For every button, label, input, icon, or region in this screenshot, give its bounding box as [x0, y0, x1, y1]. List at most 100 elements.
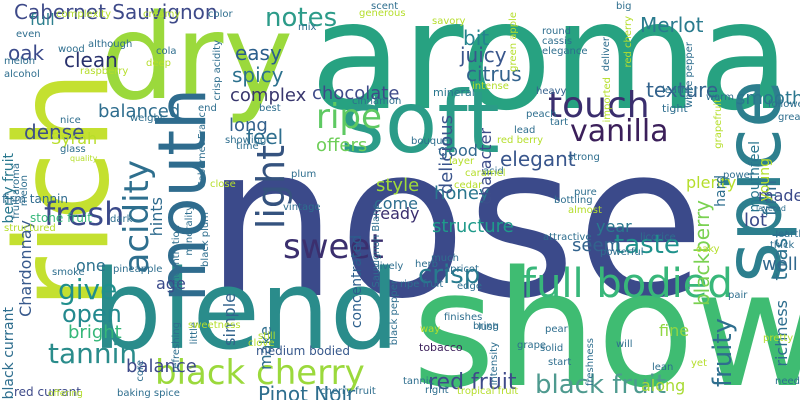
word-finishes: finishes	[444, 312, 483, 323]
word-generous: generous	[359, 8, 406, 19]
word-leather: leather	[662, 85, 698, 96]
word-refreshing: refreshing	[171, 322, 182, 373]
word-concentration: concentration	[171, 225, 182, 295]
word-pear: pear	[545, 324, 568, 335]
word-black-fruit: black fruit	[535, 370, 667, 400]
word-powerful: powerful	[600, 247, 644, 258]
word-year: year	[596, 217, 632, 236]
word-great: great	[778, 112, 800, 123]
word-feel: feel	[246, 125, 284, 149]
word-taste: taste	[614, 230, 680, 260]
word-balance: balance	[126, 356, 197, 377]
word-pinot-noir: Pinot Noir	[258, 382, 356, 400]
word-deep: deep	[146, 58, 171, 69]
word-strong: strong	[568, 152, 600, 163]
word-bottling: bottling	[554, 195, 593, 206]
word-aroma: aroma	[310, 0, 791, 144]
word-best: best	[259, 103, 281, 114]
word-will: will	[616, 339, 633, 350]
word-stone-fruit: stone fruit	[30, 211, 92, 225]
word-creamy: creamy	[143, 9, 181, 20]
word-vintage: vintage	[283, 202, 321, 213]
word-smoke: smoke	[52, 267, 85, 278]
word-followed: followed	[768, 99, 800, 110]
word-merlot: Merlot	[640, 13, 704, 37]
word-tart: tart	[550, 117, 569, 128]
word-honey: honey	[434, 183, 490, 204]
word-plenty: plenty	[686, 173, 737, 192]
word-black-plum: black plum	[200, 212, 211, 267]
word-come: come	[374, 194, 419, 213]
word-black-pepper: black pepper	[389, 280, 400, 346]
word-oaky: oaky	[696, 244, 720, 255]
word-tannin: tannin	[48, 337, 138, 370]
word-start: start	[548, 357, 572, 368]
word-imported: imported	[602, 77, 613, 123]
word-green-apple: green apple	[508, 12, 519, 72]
word-raspberry: raspberry	[80, 66, 129, 77]
word-solid: solid	[540, 343, 564, 354]
word-big: big	[616, 1, 632, 12]
word-sweet: sweet	[283, 227, 384, 267]
word-complexity: complexity	[56, 9, 111, 20]
word-much: much	[431, 253, 459, 264]
word-herb: herb	[415, 259, 438, 270]
word-lot: lot	[744, 210, 768, 231]
word-scent: scent	[371, 1, 399, 12]
word-concentrated: concentrated	[349, 235, 365, 329]
word-tobacco: tobacco	[419, 341, 463, 354]
word-attractive: attractive	[543, 232, 592, 243]
word-bring: bring	[473, 321, 499, 332]
word-red-fruit: red fruit	[428, 370, 517, 395]
word-red-currant: red currant	[14, 385, 82, 399]
word-deliver: deliver	[601, 37, 612, 72]
word-mineral: mineral	[433, 86, 475, 99]
word-touch: touch	[548, 85, 650, 126]
word-balanced: balanced	[98, 101, 181, 122]
word-close: close	[210, 179, 236, 190]
word-elegance: elegance	[542, 46, 588, 57]
word-dark: dark	[110, 214, 133, 225]
word-almost: almost	[568, 205, 602, 216]
word-power: power	[723, 170, 754, 181]
word-notes: notes	[265, 3, 338, 33]
word-long: long	[229, 115, 268, 136]
word-fruity: fruity	[708, 318, 738, 388]
word-edge: edge	[457, 281, 482, 292]
word-yet: yet	[691, 358, 707, 369]
word-light: light	[249, 145, 293, 230]
word-ripe-fruit: ripe fruit	[400, 279, 444, 290]
word-ripe: ripe	[316, 97, 382, 137]
word-mix: mix	[298, 22, 317, 33]
word-bright: bright	[68, 322, 122, 343]
word-although: although	[88, 39, 133, 50]
word-show: show	[412, 236, 800, 400]
word-wood: wood	[58, 44, 85, 55]
word-complex: complex	[230, 85, 307, 106]
word-earthy: earthy	[778, 229, 800, 240]
word-texture: texture	[646, 78, 719, 102]
word-right: right	[425, 385, 449, 396]
word-alcohol: alcohol	[4, 69, 40, 80]
word-age: age	[156, 274, 186, 293]
word-freshness: freshness	[585, 338, 596, 387]
word-full-bodied: full bodied	[522, 261, 733, 307]
word-apricot: apricot	[444, 264, 479, 275]
word-blend: blend	[92, 246, 400, 374]
word-intense: intense	[472, 81, 509, 92]
word-citrus: citrus	[466, 62, 522, 86]
word-sweetness: sweetness	[188, 320, 241, 331]
word-structured: structured	[4, 223, 56, 234]
word-pineapple: pineapple	[113, 264, 163, 275]
word-firm-tannin: firm tannin	[2, 192, 68, 206]
word-cabernet-sauvignon: Cabernet Sauvignon	[14, 0, 218, 24]
word-syrah: Syrah	[51, 129, 98, 148]
word-clove: clove	[248, 338, 275, 349]
word-melon: melon	[4, 56, 36, 67]
word-sauvignon-blanc: Sauvignon Blanc	[371, 204, 382, 288]
word-grape: grape	[517, 340, 547, 351]
word-vanilla: vanilla	[570, 114, 669, 149]
word-dense: dense	[24, 120, 85, 144]
word-white-pepper: white pepper	[684, 42, 695, 109]
